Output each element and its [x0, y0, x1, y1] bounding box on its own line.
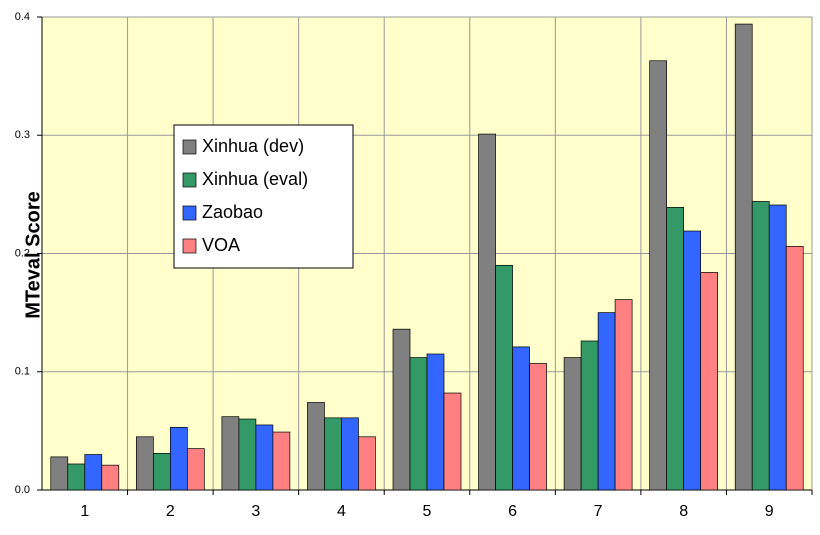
bar	[580, 340, 599, 491]
bar	[341, 417, 359, 491]
bar	[272, 431, 291, 491]
x-tick-label: 2	[166, 503, 175, 520]
bar	[768, 204, 787, 491]
bar	[734, 23, 753, 491]
bar	[512, 346, 530, 491]
bar	[307, 402, 325, 491]
x-tick-label: 7	[594, 503, 603, 520]
x-tick-label: 8	[679, 503, 688, 520]
y-tick-label: 0.4	[15, 11, 30, 23]
bar	[255, 424, 274, 491]
bar	[649, 60, 668, 491]
legend-swatch	[182, 139, 197, 155]
bar	[221, 416, 240, 491]
bar	[135, 436, 154, 491]
y-tick-label: 0.3	[15, 129, 30, 141]
legend-label: Xinhua (eval)	[202, 169, 308, 189]
bar	[751, 201, 770, 491]
bar	[700, 272, 719, 491]
bar	[358, 436, 376, 491]
bar	[443, 392, 462, 491]
legend-label: Xinhua (dev)	[202, 136, 304, 156]
bar	[563, 357, 582, 491]
legend: Xinhua (dev) Xinhua (eval) Zaobao VOA	[173, 124, 354, 269]
y-axis-label: MTeval Score	[22, 191, 44, 318]
y-tick-label: 0.2	[15, 247, 30, 259]
bar	[495, 264, 513, 491]
bar	[409, 357, 428, 491]
legend-label: Zaobao	[202, 202, 263, 222]
bar	[529, 363, 547, 491]
bar	[84, 454, 103, 491]
bar	[597, 312, 616, 491]
bar	[67, 463, 86, 491]
bar	[478, 133, 496, 491]
y-tick-label: 0.0	[15, 484, 30, 496]
x-tick-label: 1	[80, 503, 89, 520]
bar	[324, 417, 342, 491]
legend-swatch	[182, 205, 197, 221]
bar	[392, 328, 411, 491]
x-tick-label: 9	[765, 503, 774, 520]
legend-swatch	[182, 238, 197, 254]
legend-box	[173, 124, 354, 269]
legend-swatch	[182, 172, 197, 188]
bar	[186, 448, 205, 491]
bar	[238, 418, 257, 491]
x-tick-label: 6	[508, 503, 517, 520]
bar	[785, 246, 804, 491]
bar	[50, 456, 69, 491]
bar	[152, 452, 171, 491]
x-tick-label: 5	[423, 503, 432, 520]
bar	[101, 464, 120, 491]
y-tick-label: 0.1	[15, 366, 30, 378]
bar	[169, 426, 188, 491]
x-tick-label: 3	[251, 503, 260, 520]
x-tick-label: 4	[337, 503, 346, 520]
bar	[426, 353, 445, 491]
bar	[666, 207, 685, 491]
bar	[683, 230, 702, 491]
legend-label: VOA	[202, 235, 240, 255]
bar	[614, 299, 633, 491]
